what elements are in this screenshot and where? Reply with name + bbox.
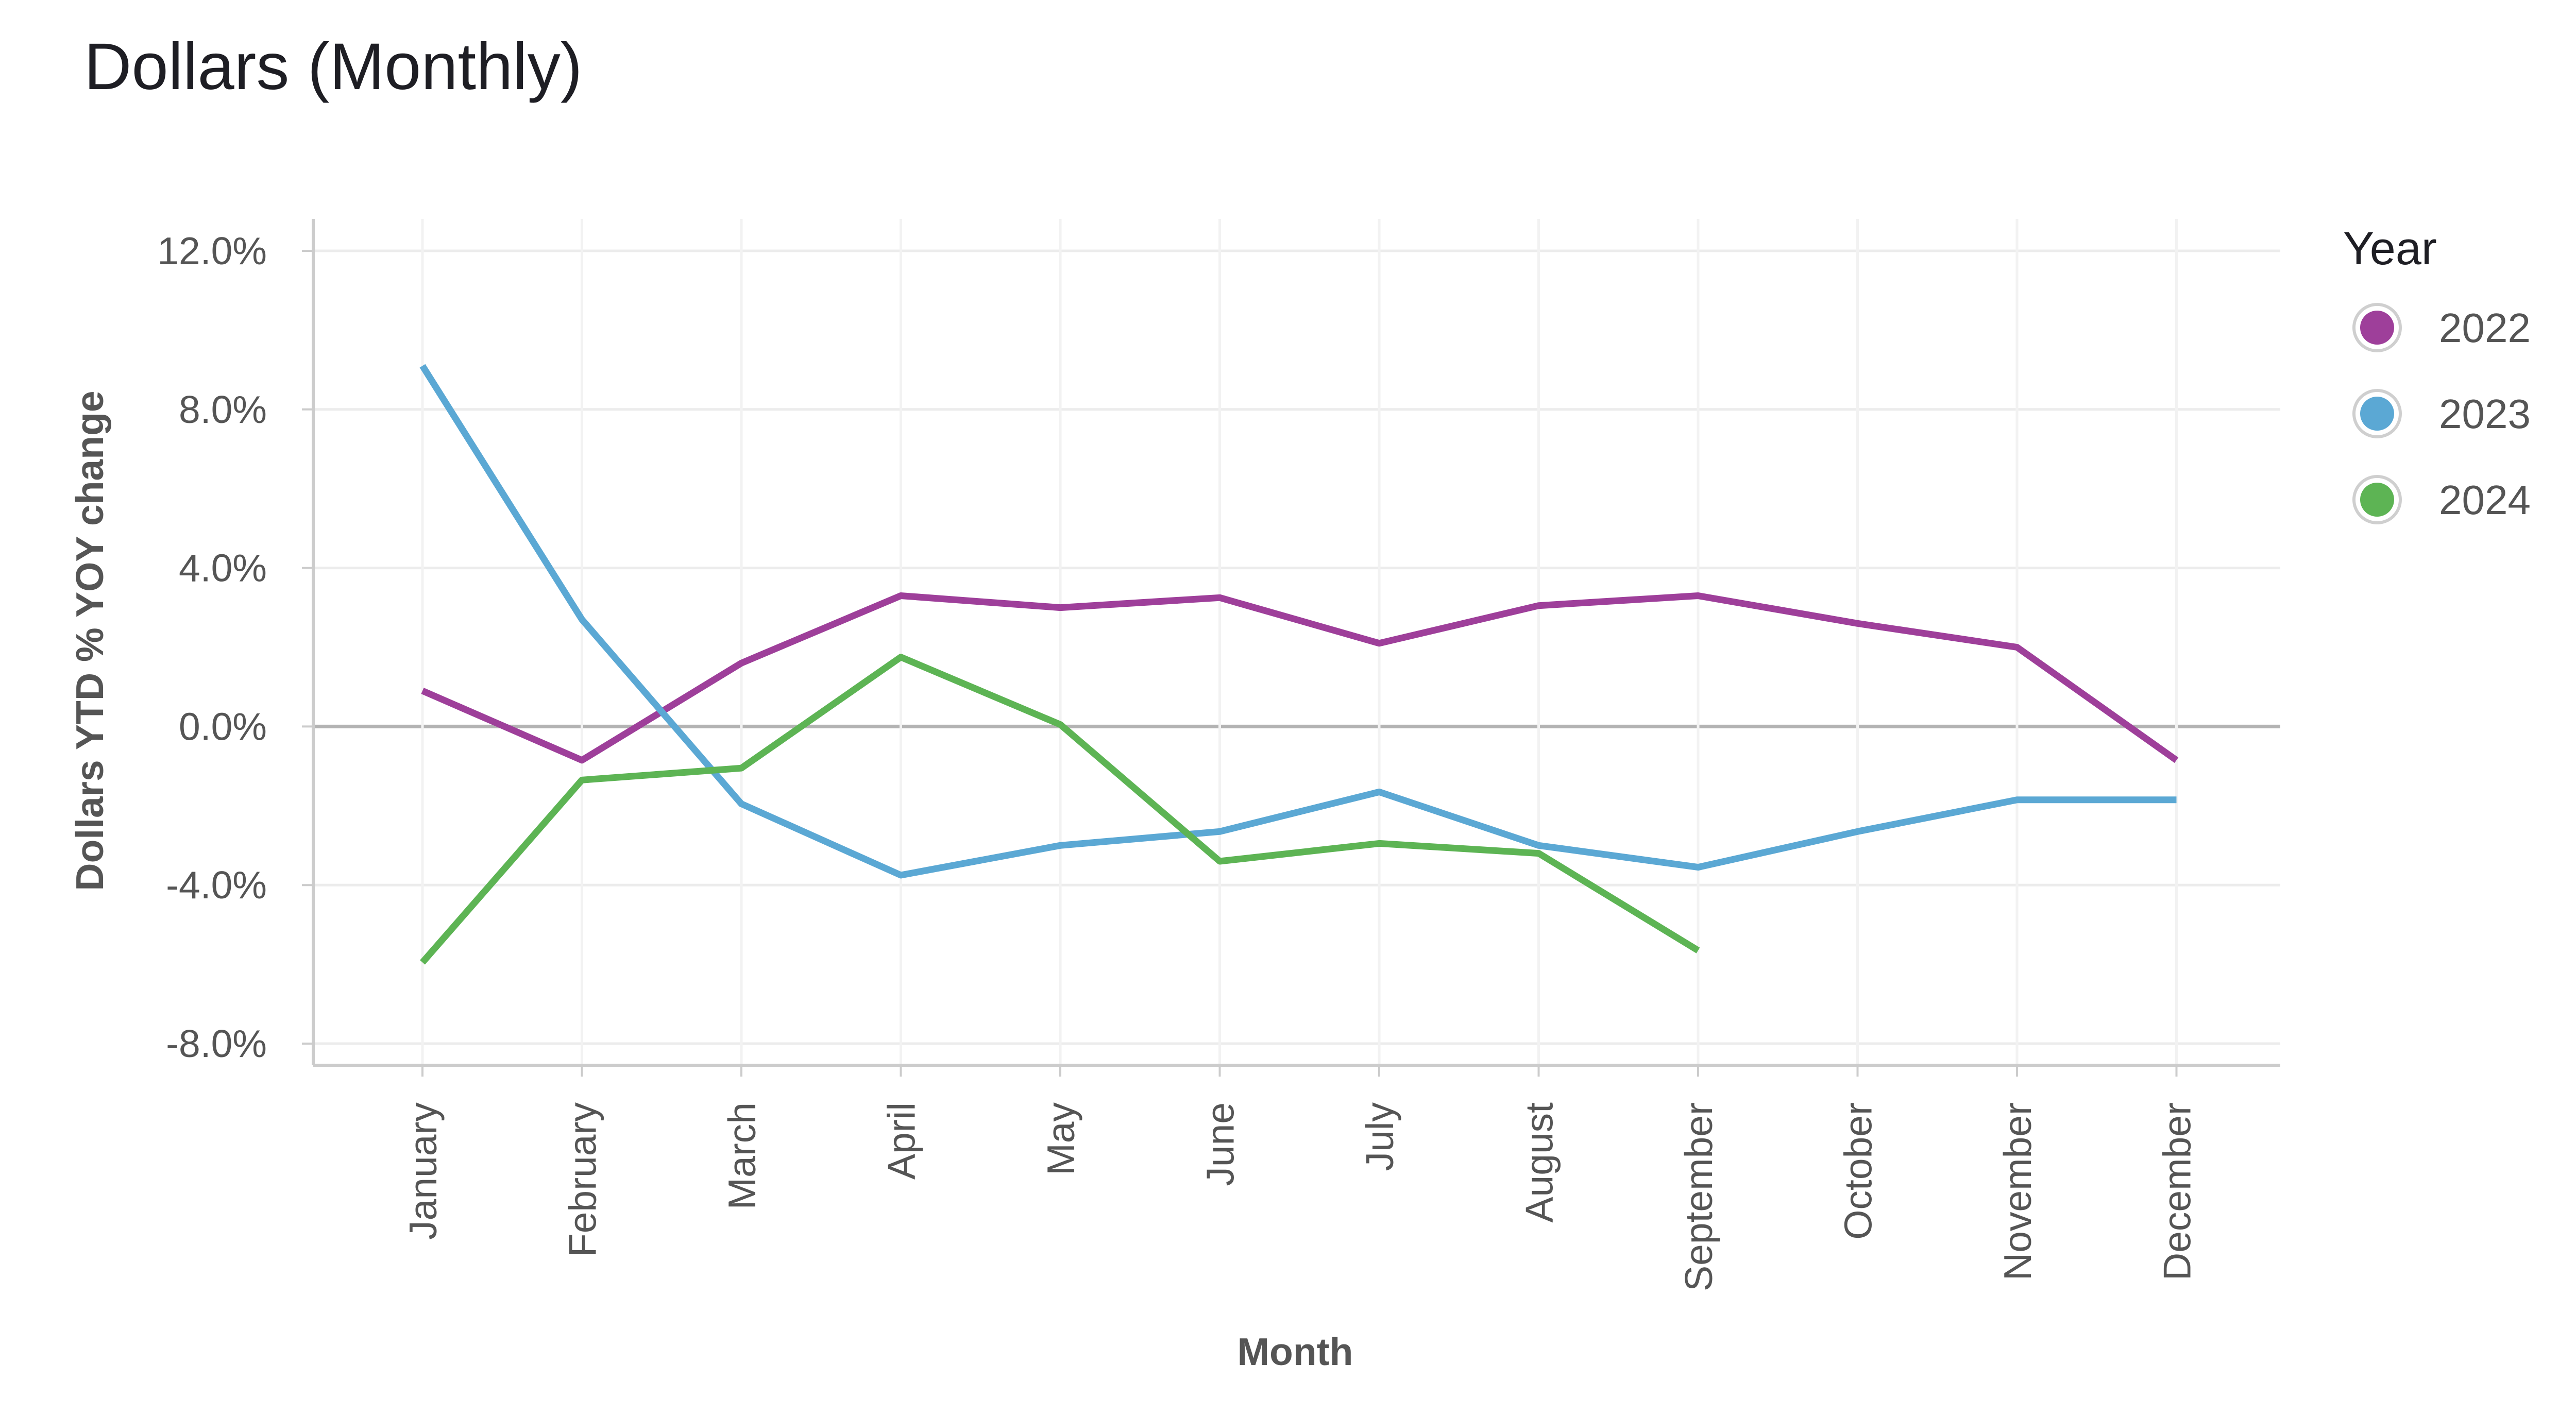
x-axis-ticks: January February March April May June July Augu… bbox=[401, 1065, 2199, 1291]
x-tick-label: March bbox=[720, 1102, 764, 1209]
y-tick-label: 0.0% bbox=[179, 705, 267, 748]
chart-title: Dollars (Monthly) bbox=[84, 30, 582, 104]
x-tick-label: November bbox=[1996, 1102, 2039, 1281]
y-tick-label: 8.0% bbox=[179, 388, 267, 431]
legend-marker-2024 bbox=[2360, 483, 2394, 517]
y-tick-label: 4.0% bbox=[179, 547, 267, 590]
x-tick-label: February bbox=[561, 1102, 604, 1257]
legend: Year 2022 2023 2024 bbox=[2343, 223, 2531, 524]
x-tick-label: January bbox=[401, 1102, 445, 1240]
x-tick-label: October bbox=[1837, 1102, 1880, 1240]
legend-marker-2023 bbox=[2360, 397, 2394, 431]
series-line-2024 bbox=[420, 654, 1700, 965]
legend-label-2022: 2022 bbox=[2439, 305, 2531, 351]
legend-label-2024: 2024 bbox=[2439, 477, 2531, 523]
legend-marker-2022 bbox=[2360, 311, 2394, 345]
legend-title: Year bbox=[2343, 223, 2437, 275]
x-tick-label: June bbox=[1199, 1102, 1242, 1186]
x-tick-label: April bbox=[880, 1102, 923, 1180]
x-tick-label: December bbox=[2156, 1102, 2199, 1281]
y-tick-label: -8.0% bbox=[166, 1022, 267, 1065]
series-lines bbox=[419, 364, 2179, 965]
y-tick-label: 12.0% bbox=[157, 229, 267, 272]
y-axis-title: Dollars YTD % YOY change bbox=[68, 390, 111, 891]
legend-label-2023: 2023 bbox=[2439, 391, 2531, 437]
x-tick-label: September bbox=[1677, 1102, 1720, 1291]
x-tick-label: May bbox=[1039, 1102, 1082, 1175]
y-tick-label: -4.0% bbox=[166, 863, 267, 907]
x-tick-label: July bbox=[1358, 1102, 1401, 1171]
x-tick-label: August bbox=[1518, 1102, 1561, 1223]
series-line-2022 bbox=[421, 592, 2179, 764]
x-axis-title: Month bbox=[1238, 1330, 1353, 1373]
y-axis-ticks: -8.0% -4.0% 0.0% 4.0% 8.0% 12.0% bbox=[157, 229, 313, 1065]
axes bbox=[312, 219, 2280, 1067]
